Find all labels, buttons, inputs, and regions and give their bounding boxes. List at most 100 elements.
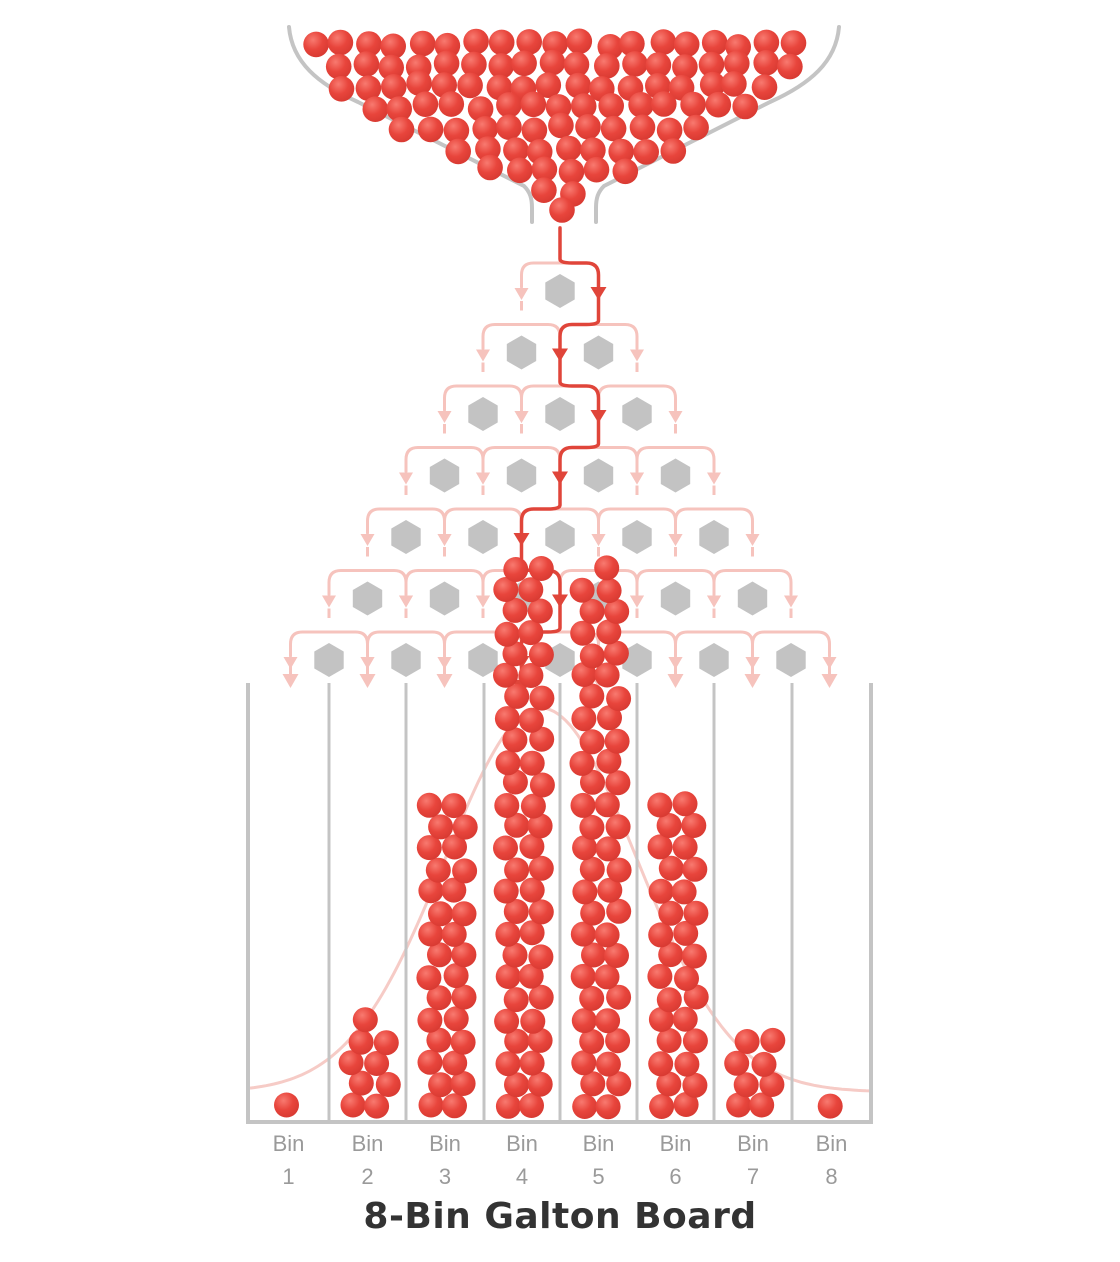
bin-ball [527, 598, 553, 624]
bin-ball [451, 984, 477, 1010]
bin-ball [569, 750, 595, 776]
peg [737, 581, 768, 616]
bin-ball [428, 901, 453, 927]
funnel-ball [388, 116, 415, 143]
bin-ball [579, 683, 605, 709]
bin-ball [681, 943, 707, 969]
bin-ball [579, 985, 605, 1011]
bin-ball [724, 1050, 750, 1076]
funnel-ball [461, 51, 487, 78]
bin-ball [682, 856, 708, 882]
path-arrow [360, 534, 375, 546]
peg [429, 458, 460, 493]
bin-ball [817, 1093, 843, 1119]
bin-label-text: Bin [659, 1131, 692, 1156]
bin-ball [579, 856, 605, 882]
funnel-ball [325, 53, 352, 80]
path-arrow [476, 595, 490, 608]
funnel-ball [438, 91, 465, 117]
bin-ball [493, 662, 518, 688]
bin-ball [528, 944, 554, 970]
bin-ball [519, 920, 545, 946]
bin-ball [673, 920, 699, 946]
funnel-ball [488, 29, 515, 56]
bin-ball [428, 814, 454, 840]
bin-ball [579, 598, 605, 624]
peg [429, 581, 460, 616]
bin-ball [726, 1092, 752, 1118]
path-branch [635, 446, 716, 473]
bin-ball [426, 985, 452, 1011]
bin-ball [450, 1071, 476, 1096]
bin-ball [734, 1029, 760, 1054]
bin-ball [674, 1051, 700, 1077]
bin-ball [759, 1072, 785, 1097]
bin-ball [493, 577, 519, 602]
peg [352, 581, 383, 616]
bin-ball [648, 1007, 674, 1032]
outlet-arrow [282, 674, 299, 688]
funnel-ball [563, 51, 590, 78]
bin-ball [672, 834, 698, 860]
peg [699, 520, 729, 554]
bin-ball [451, 901, 477, 927]
bin-balls [274, 555, 843, 1120]
funnel-ball [496, 92, 522, 118]
bin-ball [571, 706, 597, 732]
funnel-ball [327, 29, 354, 56]
funnel-ball [594, 53, 620, 79]
bin-label-number: 3 [438, 1164, 452, 1189]
bin-ball [518, 663, 544, 688]
bin-ball [656, 1028, 682, 1053]
bin-ball [495, 1051, 521, 1077]
funnel-ball [558, 158, 585, 185]
peg [391, 643, 421, 677]
bin-ball [596, 578, 622, 604]
bin-ball [502, 769, 528, 795]
funnel-ball [380, 33, 407, 60]
funnel-ball [628, 92, 654, 118]
funnel-ball [443, 117, 470, 144]
bin-ball [426, 1027, 452, 1053]
path-arrow [784, 595, 798, 608]
bin-label-text: Bin [272, 1131, 305, 1156]
bin-ball [683, 984, 709, 1010]
funnel-ball [521, 117, 548, 144]
path-arrow [322, 595, 336, 608]
bin-ball [493, 878, 519, 904]
bin-label-text: Bin [429, 1131, 461, 1156]
peg [468, 643, 498, 677]
path-arrow [514, 288, 529, 300]
path-arrow [707, 595, 721, 608]
funnel-ball [412, 91, 439, 117]
bin-ball [604, 728, 630, 754]
bin-ball [595, 836, 621, 862]
active-path-arrow [552, 594, 568, 608]
funnel-ball [531, 177, 557, 203]
bin-label-7: Bin 7 [718, 1127, 788, 1193]
bin-ball [519, 877, 545, 903]
path-arrow [514, 411, 529, 423]
funnel-ball [386, 96, 413, 122]
bin-ball [441, 793, 467, 819]
bin-ball [572, 879, 598, 905]
path-arrow [399, 595, 413, 608]
bin-ball [443, 963, 469, 989]
bin-label-text: Bin [351, 1131, 384, 1156]
bin-ball [495, 921, 521, 947]
funnel-ball [683, 114, 709, 141]
funnel-ball [650, 29, 677, 55]
bin-ball [672, 791, 698, 817]
bin-ball [594, 555, 620, 581]
funnel-ball [598, 93, 624, 119]
bin-ball [442, 1093, 467, 1119]
bin-ball [604, 943, 629, 968]
bin-ball [594, 792, 620, 818]
funnel-ball [503, 137, 529, 163]
peg [660, 581, 691, 616]
bin-label-number: 4 [515, 1164, 529, 1189]
bin-ball [502, 597, 528, 623]
bin-ball [520, 793, 546, 819]
bin-label-text: Bin [737, 1131, 769, 1156]
bin-ball [606, 686, 632, 712]
